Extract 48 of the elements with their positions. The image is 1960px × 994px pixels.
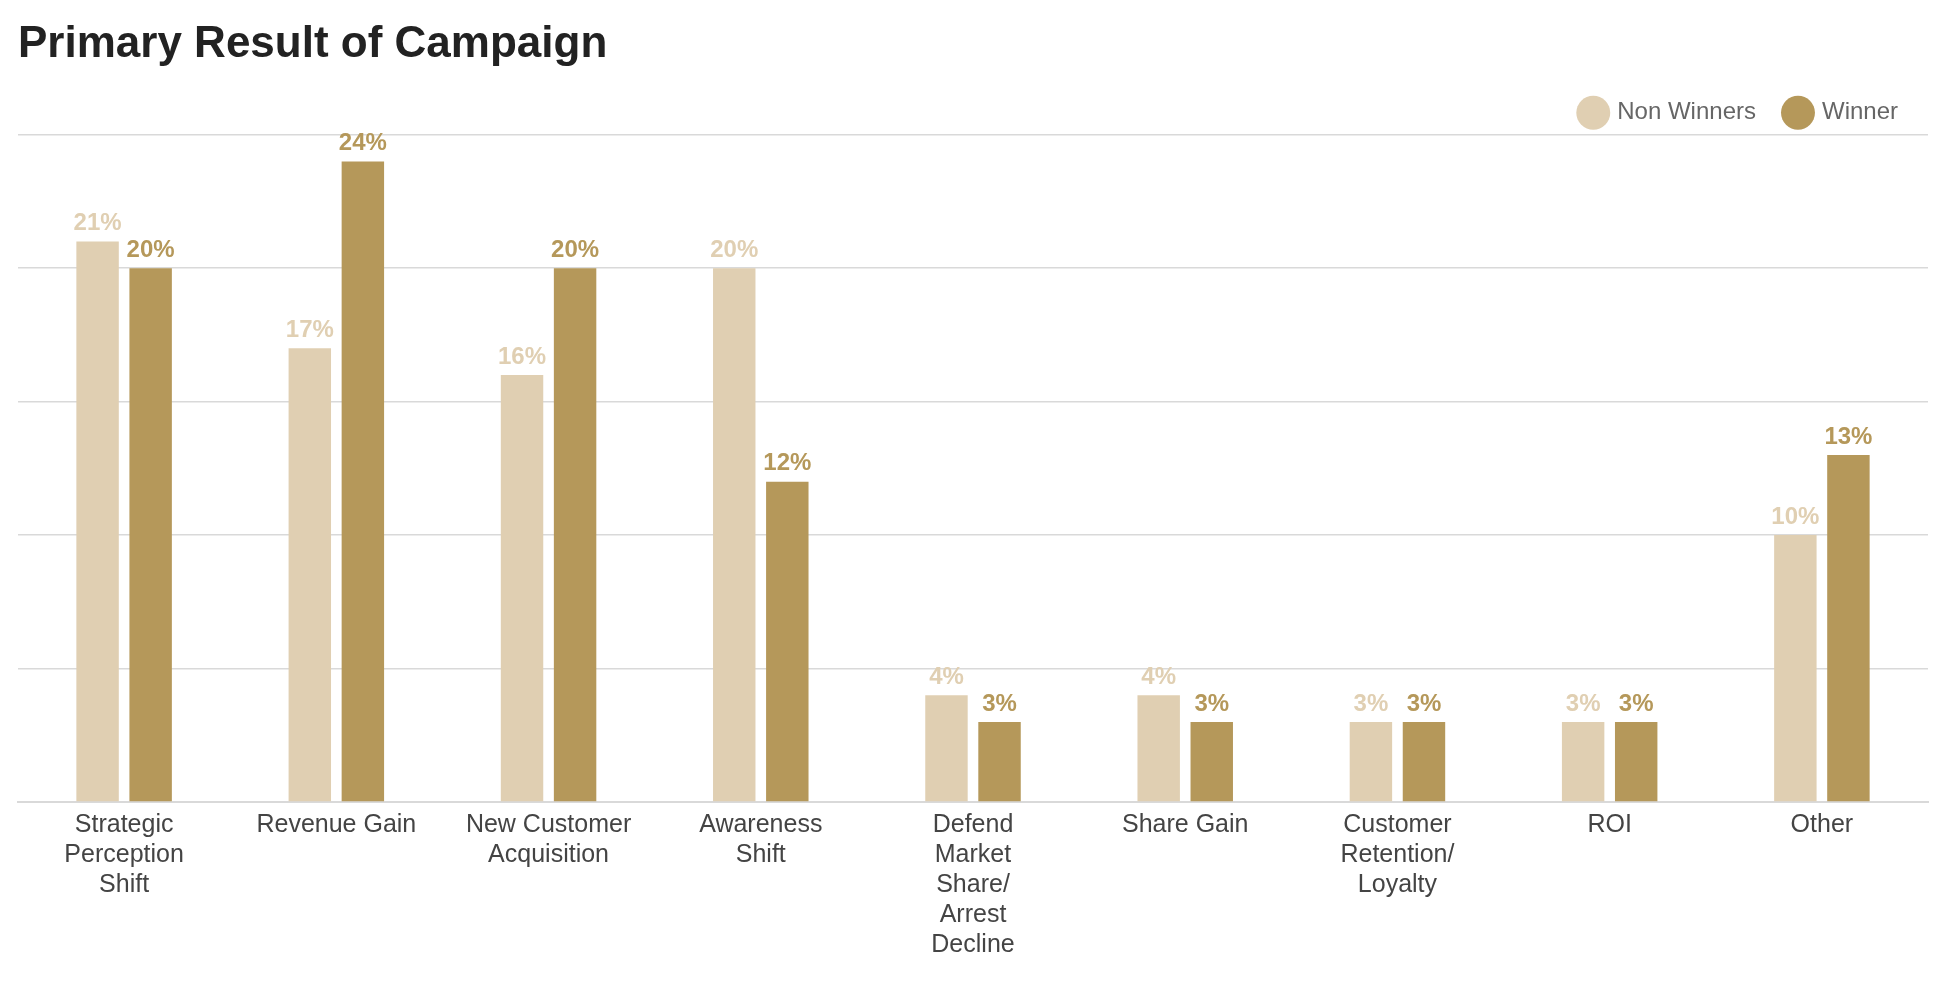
bar: [1614, 721, 1658, 802]
x-tick-label: Share Gain: [1121, 808, 1249, 837]
data-label: 3%: [1194, 688, 1230, 716]
x-tick-label: New Customer Acquisition: [465, 808, 632, 867]
data-label: 16%: [498, 341, 547, 369]
data-label: 3%: [982, 688, 1017, 716]
x-tick-label: Defend Market Share/ Arrest Decline: [931, 808, 1015, 957]
data-label: 4%: [1141, 661, 1177, 689]
data-label: 4%: [929, 661, 964, 689]
bar: [766, 481, 809, 802]
data-label: 3%: [1353, 688, 1389, 716]
bar: [978, 721, 1021, 802]
data-label: 13%: [1824, 421, 1873, 449]
bar: [129, 268, 172, 802]
data-label: 3%: [1618, 688, 1654, 716]
data-label: 3%: [1406, 688, 1442, 716]
bar: [1561, 721, 1605, 802]
x-tick-label: ROI: [1587, 808, 1632, 837]
legend-label: Winner: [1821, 97, 1899, 125]
bar: [288, 348, 332, 802]
data-label: 17%: [285, 314, 334, 342]
bar: [553, 268, 597, 802]
data-label: 20%: [551, 234, 600, 262]
x-tick-label: Awareness Shift: [699, 808, 823, 867]
bar: [1827, 455, 1870, 802]
data-label: 10%: [1771, 501, 1820, 529]
bar: [76, 241, 119, 802]
data-label: 3%: [1565, 688, 1601, 716]
bar: [1137, 695, 1180, 802]
bar: [1190, 721, 1233, 802]
x-tick-label: Customer Retention/ Loyalty: [1340, 808, 1455, 897]
bar: [713, 268, 756, 802]
data-label: 24%: [338, 128, 387, 156]
x-tick-label: Revenue Gain: [256, 808, 417, 837]
data-label: 12%: [763, 448, 812, 476]
chart-title: Primary Result of Campaign: [18, 16, 608, 66]
bar: [1402, 721, 1446, 802]
bar: [500, 374, 544, 802]
bar: [925, 695, 968, 802]
bar: [1349, 721, 1393, 802]
bar: [341, 161, 385, 802]
data-label: 21%: [73, 208, 122, 236]
data-label: 20%: [710, 234, 759, 262]
data-label: 20%: [126, 234, 175, 262]
legend-label: Non Winners: [1617, 97, 1756, 125]
bar: [1774, 535, 1817, 802]
x-tick-label: Strategic Perception Shift: [64, 808, 184, 897]
x-tick-label: Other: [1790, 808, 1854, 837]
